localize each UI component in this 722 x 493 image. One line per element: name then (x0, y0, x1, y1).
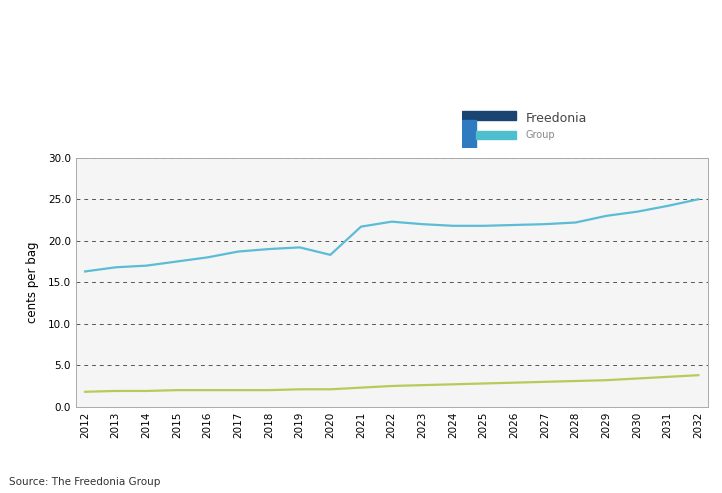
Y-axis label: cents per bag: cents per bag (27, 242, 40, 323)
Text: Figure 3-7.
Retail Bag Pricing by Type,
2012 – 2032
(cents per unit): Figure 3-7. Retail Bag Pricing by Type, … (9, 9, 211, 75)
Bar (462, 111, 516, 120)
Text: Group: Group (526, 130, 555, 141)
Bar (462, 120, 476, 148)
Text: Source: The Freedonia Group: Source: The Freedonia Group (9, 477, 161, 487)
Text: Freedonia: Freedonia (526, 112, 587, 125)
Bar (476, 131, 516, 139)
